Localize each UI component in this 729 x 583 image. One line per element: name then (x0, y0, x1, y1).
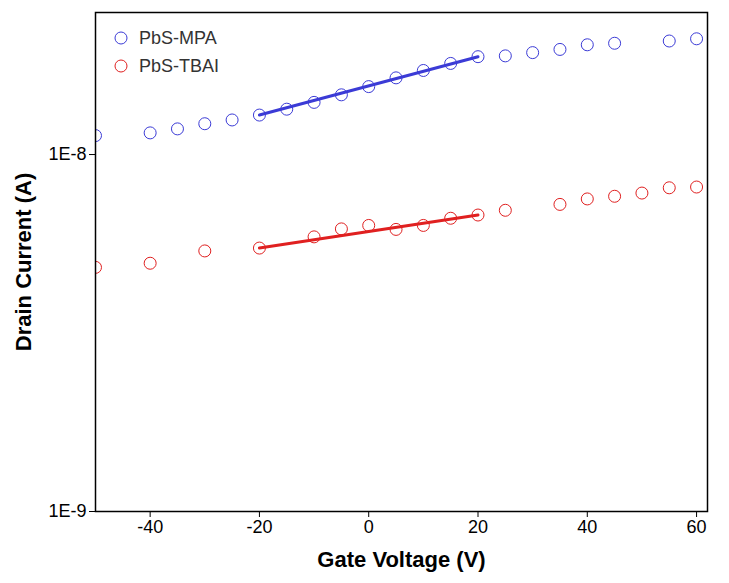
svg-text:Drain Current (A): Drain Current (A) (11, 173, 36, 351)
svg-text:1E-8: 1E-8 (48, 144, 86, 164)
svg-text:1E-9: 1E-9 (48, 501, 86, 521)
html-text:PbS-MPA: PbS-MPA (139, 28, 217, 48)
svg-text:-40: -40 (137, 517, 163, 537)
svg-text:60: 60 (687, 517, 707, 537)
svg-text:0: 0 (364, 517, 374, 537)
html-text:PbS-TBAI: PbS-TBAI (139, 56, 219, 76)
svg-text:20: 20 (468, 517, 488, 537)
svg-text:40: 40 (577, 517, 597, 537)
svg-text:Gate Voltage (V): Gate Voltage (V) (317, 547, 485, 572)
svg-text:-20: -20 (246, 517, 272, 537)
